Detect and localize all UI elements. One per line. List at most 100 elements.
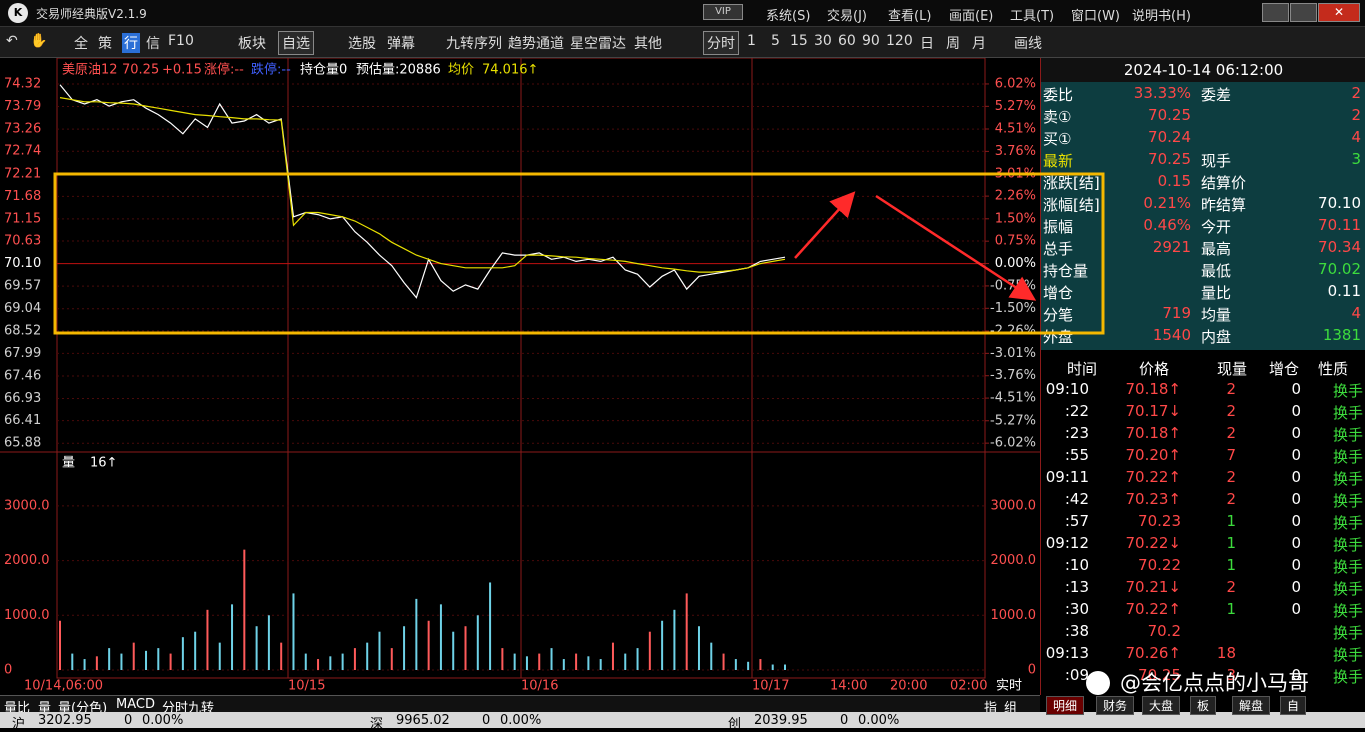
toolbar-item[interactable]: 全 <box>74 36 88 52</box>
toolbar-item[interactable]: 画线 <box>1014 36 1042 52</box>
trade-cell: 2 <box>1226 578 1236 596</box>
quote-cell: 1540 <box>1152 326 1191 344</box>
y2-tick-label: 0.75% <box>995 234 1036 249</box>
app-logo: K <box>8 3 28 23</box>
quote-cell: 均量 <box>1201 306 1232 324</box>
volume-bar <box>722 653 725 670</box>
volume-bar <box>697 626 700 670</box>
quote-cell: 70.34 <box>1318 238 1361 256</box>
volume-bar <box>599 659 602 670</box>
toolbar-item[interactable]: 周 <box>946 36 960 52</box>
trade-cell: 换手 <box>1332 580 1363 598</box>
volume-bar <box>194 631 197 670</box>
right-tab[interactable]: 财务 <box>1096 696 1135 715</box>
close-button[interactable]: ✕ <box>1318 3 1360 22</box>
trade-cell: 0 <box>1291 512 1301 530</box>
toolbar-item[interactable]: 15 <box>790 33 808 49</box>
trade-cell: 09:12 <box>1045 534 1089 552</box>
trade-cell: 0 <box>1291 402 1301 420</box>
trade-cell: 09:11 <box>1045 468 1089 486</box>
toolbar-item[interactable]: 月 <box>972 36 986 52</box>
menu-item[interactable]: 工具(T) <box>1010 9 1055 24</box>
back-icon[interactable]: ↶ <box>6 33 18 49</box>
trade-cell: 18 <box>1216 644 1236 662</box>
trade-cell: 换手 <box>1332 492 1363 510</box>
volume-bar <box>329 656 332 670</box>
quote-cell: 0.15 <box>1157 172 1191 190</box>
x-tick-label: 10/17 <box>752 679 789 694</box>
trade-cell: 09:10 <box>1045 380 1089 398</box>
menu-item[interactable]: 系统(S) <box>766 9 811 24</box>
x-tick-label: 14:00 <box>830 679 867 694</box>
maximize-button[interactable] <box>1290 3 1317 22</box>
status-item: 沪 <box>12 717 26 732</box>
toolbar-item[interactable]: 分时 <box>703 31 739 55</box>
vip-badge[interactable]: VIP <box>703 4 743 20</box>
right-tab[interactable]: 大盘 <box>1142 696 1181 715</box>
toolbar-item[interactable]: 策 <box>98 36 112 52</box>
right-tab[interactable]: 自 <box>1280 696 1307 715</box>
toolbar-item[interactable]: 90 <box>862 33 880 49</box>
indicator-tab[interactable]: MACD <box>116 697 155 712</box>
x-tick-label: 02:00 <box>950 679 987 694</box>
y-tick-label: 66.41 <box>4 413 41 428</box>
volume-bar <box>501 648 504 670</box>
trade-cell: :22 <box>1064 402 1089 420</box>
trade-cell: :10 <box>1064 556 1089 574</box>
quote-cell: 70.10 <box>1318 194 1361 212</box>
menu-item[interactable]: 画面(E) <box>949 9 994 24</box>
y2-tick-label: 5.27% <box>995 99 1036 114</box>
trade-cell: :30 <box>1064 600 1089 618</box>
menu-item[interactable]: 说明书(H) <box>1132 9 1191 24</box>
toolbar-item[interactable]: 信 <box>146 36 160 52</box>
y2-tick-label: 4.51% <box>995 122 1036 137</box>
right-tab[interactable]: 板 <box>1190 696 1217 715</box>
menu-item[interactable]: 查看(L) <box>888 9 932 24</box>
quote-cell: 卖① <box>1043 108 1072 126</box>
toolbar-item[interactable]: 1 <box>747 33 756 49</box>
toolbar-item[interactable]: 120 <box>886 33 913 49</box>
trade-cell: 换手 <box>1332 514 1363 532</box>
volume-bar <box>636 648 639 670</box>
trade-cell: 换手 <box>1332 624 1363 642</box>
toolbar-item[interactable]: F10 <box>168 33 194 49</box>
trade-cell: 70.17↓ <box>1125 402 1181 420</box>
chart-header: 持仓量0 <box>300 63 347 78</box>
toolbar-item[interactable]: 板块 <box>238 36 266 52</box>
toolbar-item[interactable]: 行 <box>122 33 140 53</box>
chart-header: 预估量:20886 <box>356 63 441 78</box>
quote-cell: 今开 <box>1201 218 1232 236</box>
right-tab[interactable]: 明细 <box>1046 696 1085 715</box>
toolbar-item[interactable]: 自选 <box>278 31 314 55</box>
minimize-button[interactable] <box>1262 3 1289 22</box>
volume-bar <box>562 659 565 670</box>
toolbar-item[interactable]: 60 <box>838 33 856 49</box>
volume-bar <box>120 653 123 670</box>
menu-item[interactable]: 窗口(W) <box>1071 9 1120 24</box>
toolbar-item[interactable]: 30 <box>814 33 832 49</box>
toolbar-item[interactable]: 选股 <box>348 36 376 52</box>
toolbar-item[interactable]: 弹幕 <box>387 36 415 52</box>
status-item: 创 <box>728 717 742 732</box>
toolbar-item[interactable]: 趋势通道 <box>508 36 564 52</box>
y-tick-label: 65.88 <box>4 436 41 451</box>
trade-cell: 70.23↑ <box>1125 490 1181 508</box>
trade-cell: 换手 <box>1332 646 1363 664</box>
volume-bar <box>108 648 111 670</box>
volume-bar <box>513 653 516 670</box>
hand-icon[interactable]: ✋ <box>30 33 48 49</box>
trade-cell: 换手 <box>1332 602 1363 620</box>
trade-cell: 1 <box>1226 556 1236 574</box>
toolbar-item[interactable]: 九转序列 <box>446 36 502 52</box>
toolbar-item[interactable]: 其他 <box>634 36 662 52</box>
volume-bar <box>71 653 74 670</box>
toolbar-item[interactable]: 5 <box>771 33 780 49</box>
price-line <box>59 97 786 273</box>
volume-bar <box>132 642 135 670</box>
menu-item[interactable]: 交易(J) <box>827 9 867 24</box>
right-tab[interactable]: 解盘 <box>1232 696 1271 715</box>
quote-cell: 总手 <box>1043 240 1074 258</box>
toolbar-item[interactable]: 星空雷达 <box>570 36 626 52</box>
toolbar-item[interactable]: 日 <box>920 36 934 52</box>
y2-tick-label: -1.50% <box>990 301 1036 316</box>
